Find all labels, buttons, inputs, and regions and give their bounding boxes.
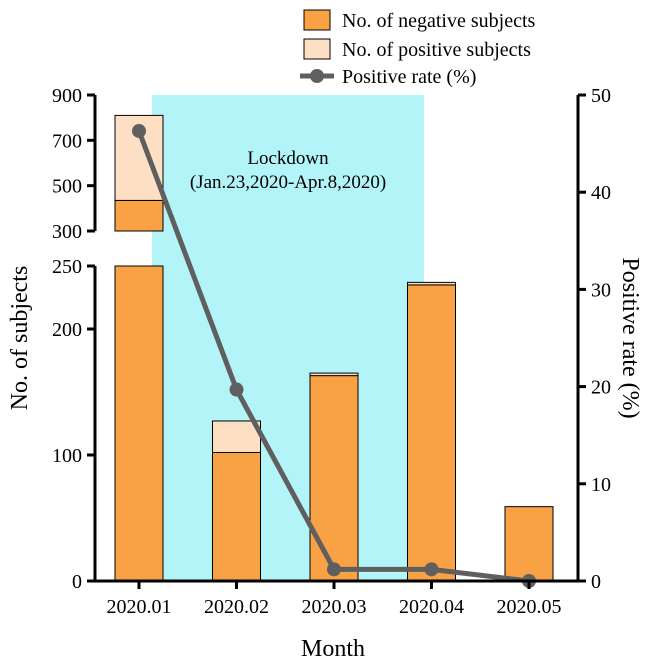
bars: [114, 114, 554, 582]
x-axis-title: Month: [301, 636, 365, 662]
lockdown-date-label: (Jan.23,2020-Apr.8,2020): [190, 172, 386, 193]
y-right-tick-label-10: 10: [591, 474, 611, 496]
y-left-tick-label-200: 200: [52, 319, 82, 341]
x-tick-label-2020.04: 2020.04: [399, 596, 464, 618]
y-left-tick-label-0: 0: [72, 571, 82, 593]
x-tick-label-2020.05: 2020.05: [497, 596, 562, 618]
rate-point-2020.03: [327, 562, 341, 577]
y-axis-title-right: Positive rate (%): [617, 257, 643, 418]
legend-label-negative: No. of negative subjects: [342, 10, 535, 32]
x-tick-label-2020.01: 2020.01: [107, 596, 172, 618]
lockdown-region: [152, 95, 424, 581]
legend-swatch-positive: [303, 38, 331, 60]
y-left-tick-label-100: 100: [52, 445, 82, 467]
bar-positive-2020.03: [309, 372, 359, 377]
y-left-tick-label-300: 300: [52, 221, 82, 243]
rate-point-2020.04: [424, 562, 439, 577]
bar-negative-2020.04: [407, 284, 456, 582]
y-right-tick-label-50: 50: [591, 85, 611, 107]
lockdown-label: Lockdown: [247, 148, 329, 169]
y-left-tick-label-250: 250: [52, 256, 82, 278]
y-right-tick-label-40: 40: [591, 182, 611, 204]
bar-negative-2020.05: [504, 506, 554, 582]
legend-marker-rate: [310, 69, 324, 83]
rate-point-2020.02: [229, 382, 244, 397]
legend-swatch-negative: [303, 9, 331, 31]
bar-positive-2020.02: [212, 420, 261, 453]
axes: 0 100 200 250 300 500 700 900 0 10 20 30 40 50 2020.01…: [52, 85, 611, 618]
bar-negative-2020.02: [212, 451, 261, 582]
y-right-tick-label-0: 0: [591, 571, 601, 593]
y-axis-title-left: No. of subjects: [7, 266, 33, 411]
y-right-tick-label-20: 20: [591, 377, 611, 399]
legend-label-positive: No. of positive subjects: [342, 39, 531, 61]
positive-rate-line: [132, 123, 536, 588]
x-tick-label-2020.03: 2020.03: [302, 596, 367, 618]
legend-label-rate: Positive rate (%): [342, 66, 476, 88]
y-left-tick-label-700: 700: [52, 130, 82, 152]
y-right-tick-label-30: 30: [591, 279, 611, 301]
legend: No. of negative subjects No. of positive…: [300, 9, 535, 88]
bar-negative-2020.01-part-2: [114, 199, 164, 232]
x-tick-label-2020.02: 2020.02: [204, 596, 269, 618]
bar-negative-2020.01-part-1: [114, 265, 164, 582]
y-left-tick-label-500: 500: [52, 176, 82, 198]
y-left-tick-label-900: 900: [52, 85, 82, 107]
rate-point-2020.01: [132, 123, 146, 138]
bar-positive-2020.04: [407, 281, 456, 286]
bar-negative-2020.03: [309, 375, 359, 582]
